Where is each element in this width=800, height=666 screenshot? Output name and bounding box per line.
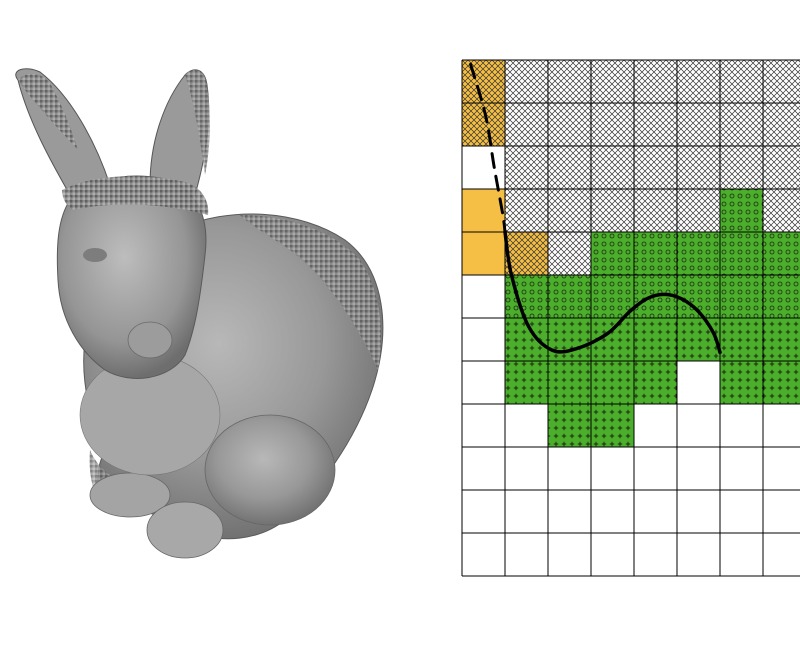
grid-cell-hatched — [505, 60, 548, 103]
grid-cell-plus-overlay — [763, 318, 800, 361]
grid-cell-circle-overlay — [548, 275, 591, 318]
grid-cell-circle-overlay — [634, 232, 677, 275]
grid-cell-hatched — [505, 189, 548, 232]
grid-cell-plus-overlay — [634, 361, 677, 404]
grid-cell-hatched — [591, 189, 634, 232]
grid-cell-hatched — [505, 103, 548, 146]
grid-cell-hatched — [548, 60, 591, 103]
grid-cell-hatched — [591, 103, 634, 146]
grid-cell-hatched — [763, 60, 800, 103]
grid-cell-plus-overlay — [548, 361, 591, 404]
grid-cell-plus-overlay — [591, 361, 634, 404]
grid-cell-hatched — [505, 146, 548, 189]
grid-cell-hatched — [634, 146, 677, 189]
grid-cell-hatched — [634, 103, 677, 146]
bunny-head-voxels — [62, 176, 209, 215]
grid-cell-hatched — [591, 146, 634, 189]
grid-cell-hatched — [677, 189, 720, 232]
grid-cell-circle-overlay — [591, 232, 634, 275]
grid-cell-hatched — [677, 146, 720, 189]
grid-lines — [461, 59, 800, 577]
grid-cell-circle-overlay — [720, 275, 763, 318]
grid-cell-circle-overlay — [591, 275, 634, 318]
bunny-ear-right-voxels — [185, 69, 210, 175]
grid-cell-hatched — [763, 146, 800, 189]
grid-cell-hatched — [548, 189, 591, 232]
grid-cell-plus-overlay — [634, 318, 677, 361]
grid-cell-hatched — [634, 60, 677, 103]
grid-cell-hatched — [677, 60, 720, 103]
bunny-nose — [127, 321, 173, 359]
grid-cell-plus-overlay — [505, 361, 548, 404]
bunny-front-paw-left — [89, 472, 171, 518]
grid-cell-circle-overlay — [720, 232, 763, 275]
grid-cell-circle-overlay — [763, 232, 800, 275]
grid-cell-hatched — [763, 103, 800, 146]
grid-cell-hatched — [677, 103, 720, 146]
grid-cell-hatched — [720, 146, 763, 189]
bunny-front-paw-right — [146, 501, 224, 559]
grid-cells — [462, 60, 800, 447]
grid-cell-plus-overlay — [720, 318, 763, 361]
grid-cell-hatched — [720, 103, 763, 146]
bunny-back-voxels — [240, 215, 381, 370]
grid-cell-circle-overlay — [720, 189, 763, 232]
grid-cell-hatch-overlay — [462, 60, 505, 103]
grid-cell-hatched — [720, 60, 763, 103]
grid-cell-orange — [462, 232, 505, 275]
grid-cell-circle-overlay — [763, 275, 800, 318]
bunny-eye — [83, 248, 107, 262]
grid-cell-hatched — [634, 189, 677, 232]
grid-cell-hatched — [763, 189, 800, 232]
grid-cell-plus-overlay — [763, 361, 800, 404]
grid-cell-plus-overlay — [591, 404, 634, 447]
grid-cell-hatched — [591, 60, 634, 103]
grid-cell-circle-overlay — [677, 232, 720, 275]
grid-cell-orange — [462, 189, 505, 232]
grid-cell-hatched — [548, 103, 591, 146]
grid-cell-plus-overlay — [548, 318, 591, 361]
bunny-ear-left-voxels — [18, 74, 78, 150]
grid-cell-hatched — [548, 146, 591, 189]
bunny-back-leg — [204, 414, 336, 526]
dashed-boundary-curve — [469, 62, 507, 234]
voxel-bunny-illustration — [15, 68, 384, 559]
grid-cell-plus-overlay — [720, 361, 763, 404]
grid-cell-hatch-overlay — [505, 232, 548, 275]
grid-cell-plus-overlay — [677, 318, 720, 361]
grid-cell-hatched — [548, 232, 591, 275]
grid-cell-plus-overlay — [548, 404, 591, 447]
solid-surface-curve — [503, 230, 722, 355]
voxel-grid-diagram — [461, 59, 800, 577]
